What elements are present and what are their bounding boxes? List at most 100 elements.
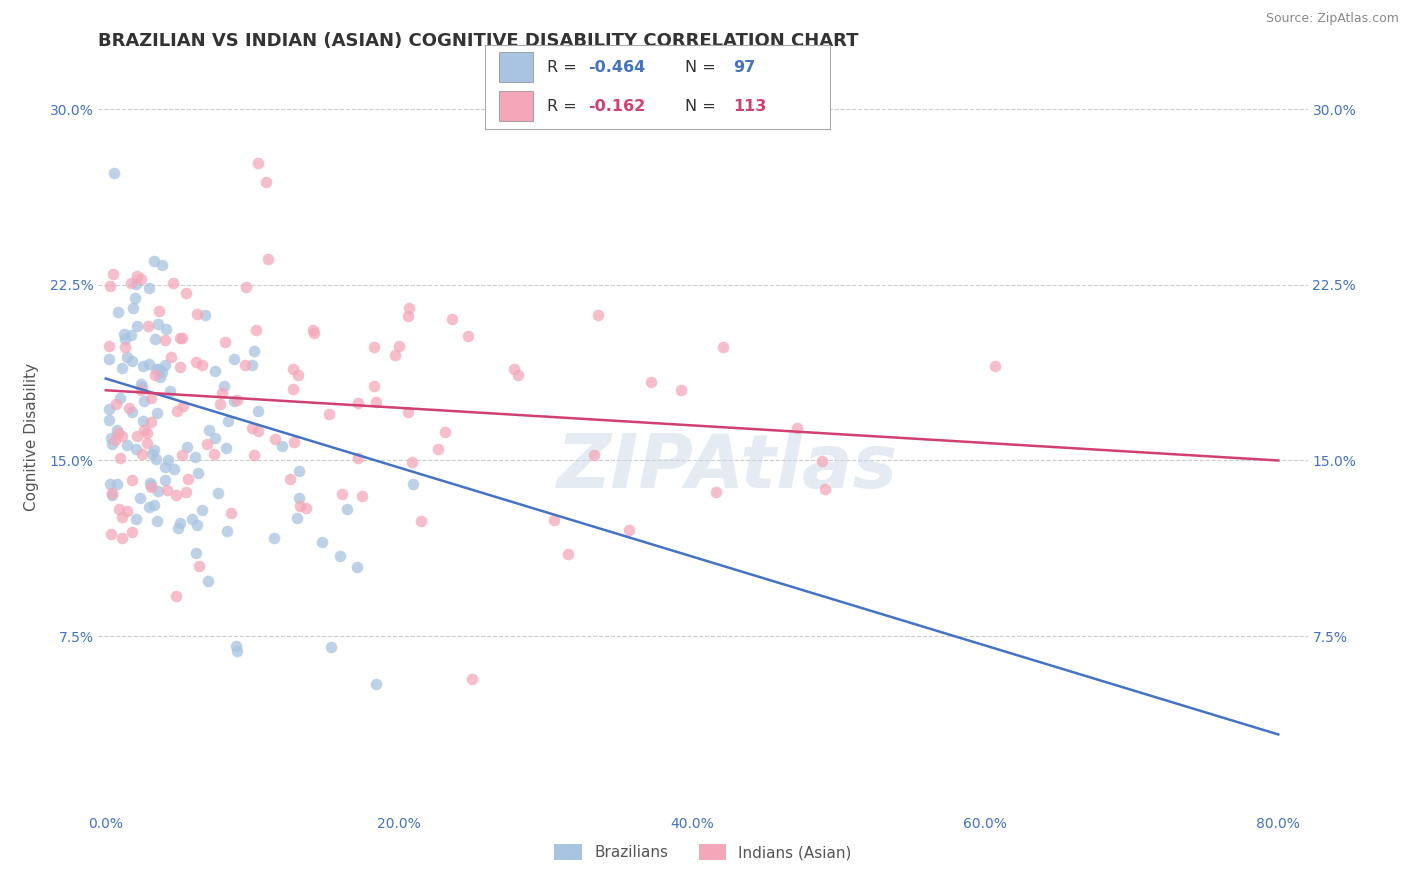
Point [311,535,333,549]
Point [346,560,368,574]
Point [225,640,247,654]
Point [138,500,160,515]
Point [114,341,136,355]
Point [411,514,433,528]
Point [149,370,172,384]
Point [100,431,122,445]
Point [713,340,735,354]
Point [281,362,304,376]
Point [283,435,305,450]
Point [172,331,194,345]
Point [125,268,148,283]
Point [157,453,180,467]
Point [288,464,311,478]
Point [398,301,420,315]
Point [217,524,239,539]
Point [207,485,229,500]
Point [141,391,163,405]
Point [197,574,219,588]
Point [388,339,411,353]
Point [104,433,127,447]
Point [98,352,121,367]
Point [110,391,132,405]
Point [352,489,374,503]
Point [457,329,479,343]
Legend: Brazilians, Indians (Asian): Brazilians, Indians (Asian) [554,845,852,860]
Point [186,546,208,560]
Point [285,510,308,524]
Point [145,514,167,528]
Point [247,424,270,438]
Point [146,406,169,420]
Point [263,531,285,545]
Point [131,447,153,461]
Point [120,327,142,342]
Point [288,500,311,514]
Point [186,307,208,321]
Point [363,379,385,393]
Point [167,521,190,535]
Point [209,397,232,411]
Point [132,423,155,437]
Point [401,455,423,469]
Point [242,358,264,372]
Point [204,363,226,377]
Point [138,280,160,294]
Text: R =: R = [547,60,582,75]
Point [288,491,311,505]
Point [132,359,155,374]
Point [165,487,187,501]
Point [347,450,370,465]
Point [318,408,340,422]
Point [153,333,176,347]
Point [557,547,579,561]
Point [121,405,143,419]
Text: R =: R = [547,99,582,114]
Point [142,442,165,457]
Point [295,500,318,515]
Point [129,383,152,397]
Point [169,360,191,375]
Point [150,258,173,272]
Point [155,322,177,336]
Point [131,380,153,394]
Point [104,397,127,411]
Point [176,484,198,499]
Point [141,480,163,494]
Point [243,344,266,359]
Point [191,503,214,517]
Point [433,425,456,439]
Point [215,441,238,455]
Point [640,375,662,389]
Point [148,304,170,318]
Point [441,312,464,326]
Point [101,267,124,281]
Text: N =: N = [685,60,721,75]
Point [165,589,187,603]
Text: Source: ZipAtlas.com: Source: ZipAtlas.com [1265,12,1399,25]
Point [225,393,247,408]
Point [115,350,138,364]
Point [176,285,198,300]
Point [177,472,200,486]
Point [155,359,177,373]
Point [121,354,143,368]
Point [125,429,148,443]
Point [226,644,249,658]
Point [235,358,257,372]
Point [148,362,170,376]
Point [143,332,166,346]
Point [108,450,131,465]
Point [364,677,387,691]
Point [212,379,235,393]
Point [136,426,159,441]
Point [112,326,135,341]
Point [211,385,233,400]
Point [169,331,191,345]
Point [984,359,1007,373]
Point [101,437,124,451]
Point [502,361,524,376]
Point [583,448,606,462]
Point [427,442,450,457]
Point [172,399,194,413]
